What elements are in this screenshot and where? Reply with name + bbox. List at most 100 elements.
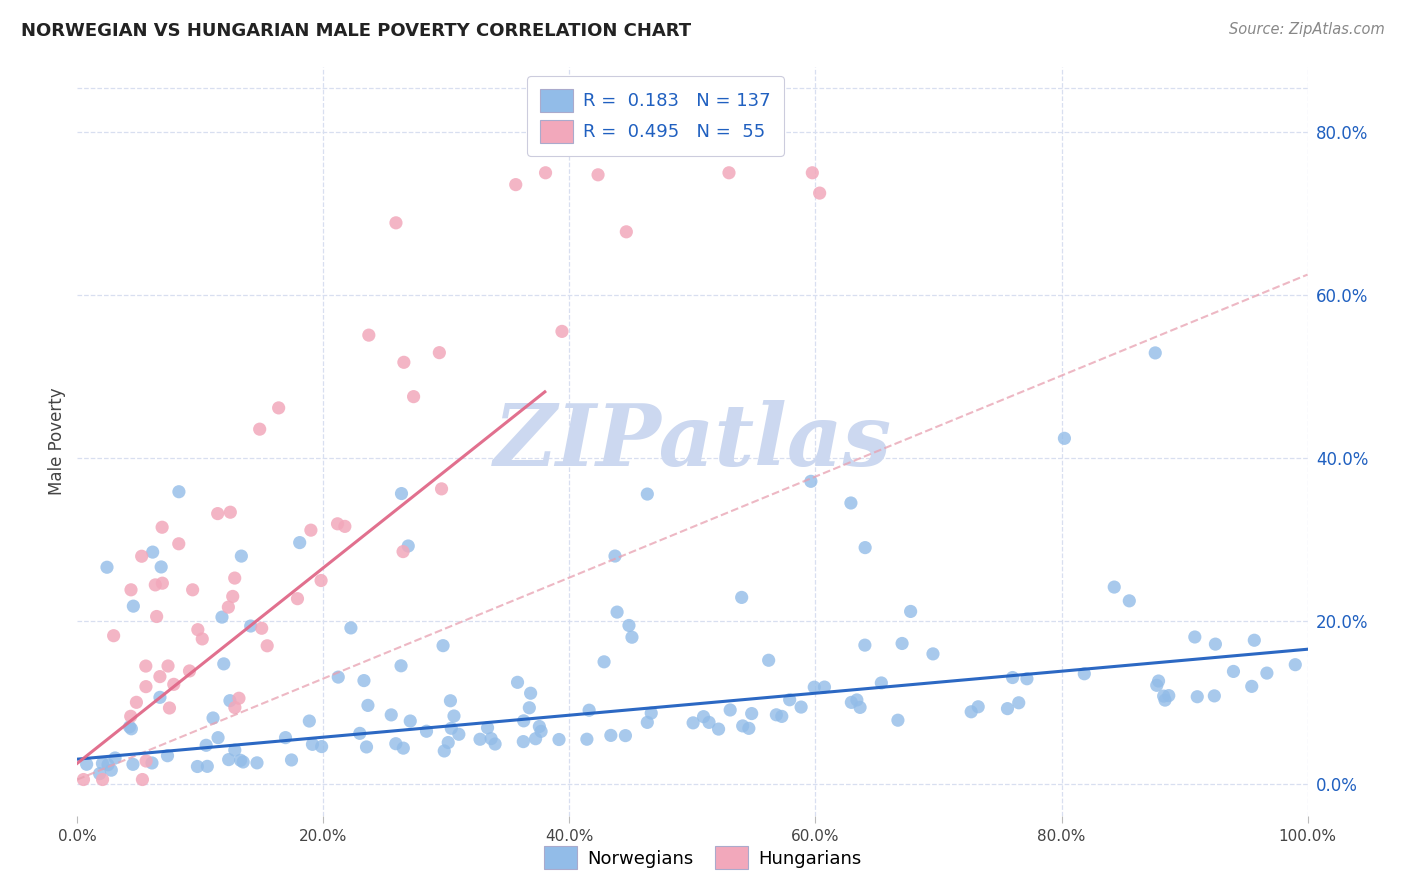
Point [524,731,547,746]
Point [267,401,290,415]
Point [392,544,415,558]
Point [149,690,172,705]
Point [120,722,142,736]
Point [1243,633,1265,648]
Point [385,216,408,230]
Point [195,759,218,773]
Point [717,166,740,180]
Point [118,720,141,734]
Point [887,713,910,727]
Point [534,166,557,180]
Point [707,722,730,736]
Point [620,630,643,644]
Point [512,714,534,728]
Point [202,711,225,725]
Point [219,694,242,708]
Point [477,721,499,735]
Point [1102,580,1125,594]
Point [636,487,658,501]
Point [1153,689,1175,703]
Point [135,659,157,673]
Point [443,709,465,723]
Point [697,715,720,730]
Point [402,390,425,404]
Point [682,715,704,730]
Point [91,756,114,771]
Point [1157,689,1180,703]
Point [614,729,637,743]
Point [222,590,245,604]
Point [141,756,163,770]
Point [150,520,173,534]
Point [195,739,218,753]
Point [1256,666,1278,681]
Point [135,754,157,768]
Point [301,737,323,751]
Point [606,605,628,619]
Point [853,638,876,652]
Point [91,772,114,787]
Point [385,737,408,751]
Point [309,574,332,588]
Point [1008,696,1031,710]
Point [97,757,120,772]
Point [207,507,229,521]
Point [349,726,371,740]
Point [853,541,876,555]
Point [801,166,824,180]
Point [529,719,551,733]
Point [249,422,271,436]
Point [299,523,322,537]
Point [311,739,333,754]
Point [120,582,142,597]
Point [211,610,233,624]
Point [586,168,609,182]
Point [239,619,262,633]
Point [1118,594,1140,608]
Point [1147,673,1170,688]
Point [439,694,461,708]
Point [145,609,167,624]
Point [122,599,145,614]
Point [218,753,240,767]
Point [142,545,165,559]
Point [479,731,502,746]
Point [231,549,253,563]
Point [298,714,321,728]
Point [167,484,190,499]
Point [125,695,148,709]
Point [143,578,166,592]
Point [246,756,269,770]
Point [120,709,142,723]
Point [232,755,254,769]
Point [181,582,204,597]
Point [415,724,437,739]
Point [765,707,787,722]
Point [96,560,118,574]
Point [506,675,529,690]
Point [1240,679,1263,693]
Point [808,186,831,200]
Point [427,345,450,359]
Point [217,600,239,615]
Point [256,639,278,653]
Point [718,703,741,717]
Point [447,727,470,741]
Point [1001,671,1024,685]
Point [692,709,714,723]
Point [100,763,122,777]
Point [738,722,761,736]
Point [967,699,990,714]
Point [505,178,527,192]
Point [1015,672,1038,686]
Point [392,741,415,756]
Point [76,757,98,772]
Point [603,549,626,563]
Point [380,707,402,722]
Point [104,751,127,765]
Point [149,670,172,684]
Point [157,659,180,673]
Point [1187,690,1209,704]
Point [392,355,415,369]
Point [997,701,1019,715]
